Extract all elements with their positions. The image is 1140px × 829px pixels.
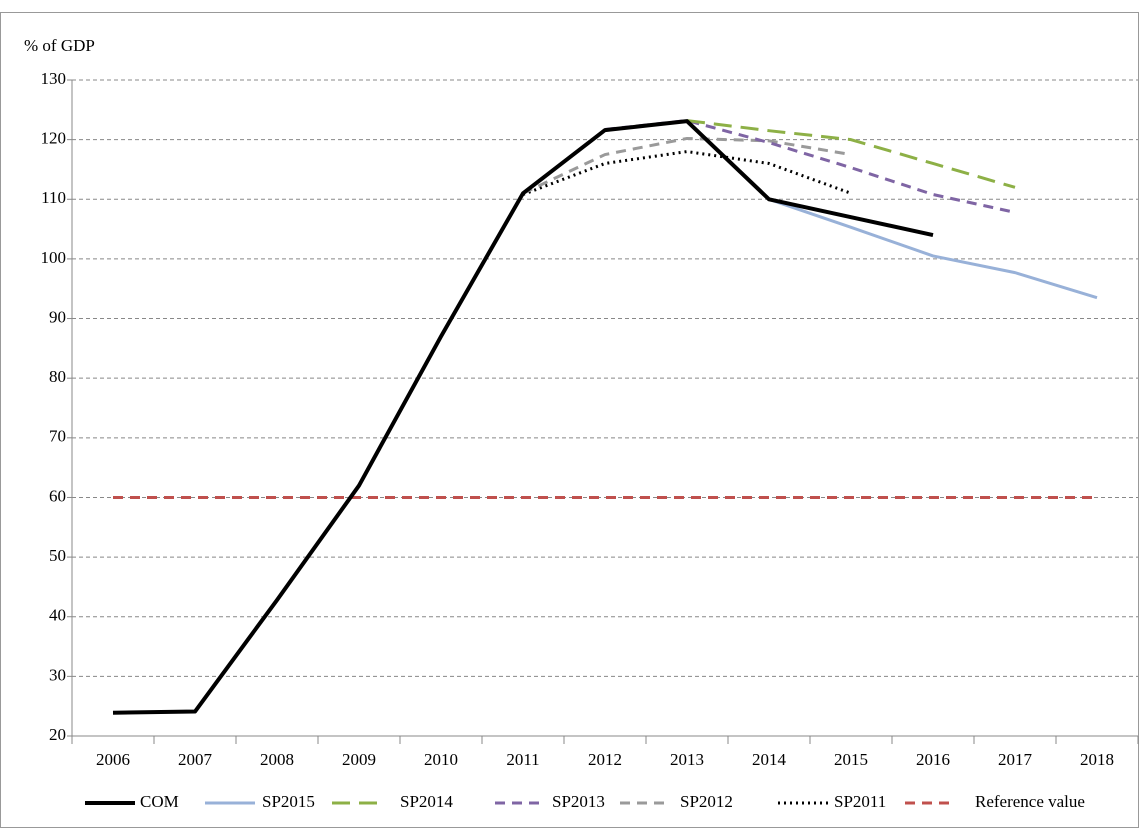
x-tick-label: 2010 xyxy=(424,750,458,769)
series-line xyxy=(522,136,852,195)
legend-label: COM xyxy=(140,792,179,811)
x-tick-label: 2009 xyxy=(342,750,376,769)
x-tick-label: 2007 xyxy=(178,750,213,769)
y-tick-label: 20 xyxy=(49,725,66,744)
x-tick-label: 2011 xyxy=(506,750,539,769)
legend-label: SP2012 xyxy=(680,792,733,811)
y-tick-label: 40 xyxy=(49,606,66,625)
x-tick-label: 2015 xyxy=(834,750,868,769)
y-tick-label: 130 xyxy=(41,69,67,88)
series-line xyxy=(112,119,934,715)
series-line xyxy=(522,150,852,196)
legend-label: SP2015 xyxy=(262,792,315,811)
legend-label: SP2013 xyxy=(552,792,605,811)
y-tick-label: 70 xyxy=(49,427,66,446)
y-tick-label: 50 xyxy=(49,546,66,565)
legend-label: Reference value xyxy=(975,792,1085,811)
y-tick-label: 90 xyxy=(49,307,66,326)
x-tick-label: 2018 xyxy=(1080,750,1114,769)
legend-label: SP2014 xyxy=(400,792,453,811)
x-tick-label: 2016 xyxy=(916,750,950,769)
y-axis-label: % of GDP xyxy=(24,36,95,55)
x-tick-label: 2006 xyxy=(96,750,130,769)
x-tick-label: 2008 xyxy=(260,750,294,769)
x-tick-label: 2017 xyxy=(998,750,1033,769)
legend-label: SP2011 xyxy=(834,792,886,811)
series-line xyxy=(768,197,1098,300)
y-tick-label: 30 xyxy=(49,665,66,684)
x-tick-label: 2012 xyxy=(588,750,622,769)
chart-border xyxy=(0,12,1139,828)
y-tick-label: 110 xyxy=(41,188,66,207)
x-tick-label: 2013 xyxy=(670,750,704,769)
y-tick-label: 120 xyxy=(41,129,67,148)
y-tick-label: 60 xyxy=(49,486,66,505)
x-tick-label: 2014 xyxy=(752,750,787,769)
y-tick-label: 80 xyxy=(49,367,66,386)
y-tick-label: 100 xyxy=(41,248,67,267)
series-line xyxy=(686,119,1016,189)
